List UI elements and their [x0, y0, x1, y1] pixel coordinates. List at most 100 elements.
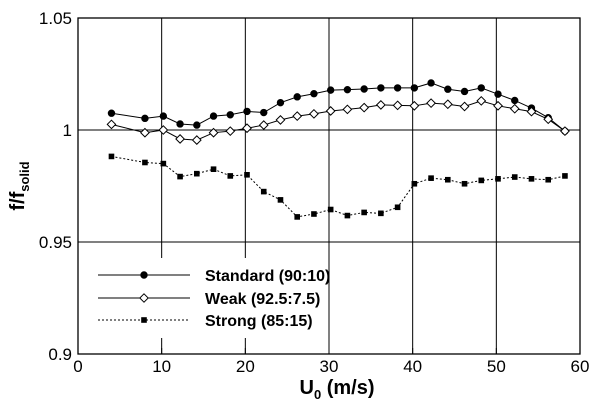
- data-point: [442, 99, 453, 110]
- data-series: [106, 79, 570, 220]
- data-point: [325, 106, 336, 116]
- data-point: [444, 85, 452, 93]
- data-point: [428, 175, 434, 181]
- data-point: [377, 84, 385, 92]
- data-point: [159, 112, 168, 120]
- data-point: [258, 120, 269, 130]
- data-point: [277, 197, 284, 203]
- data-point: [140, 127, 150, 138]
- legend: Standard (90:10) Weak (92.5:7.5) Strong (8…: [88, 258, 330, 338]
- y-axis-label-main: f/f: [7, 191, 29, 210]
- data-point: [106, 119, 117, 130]
- data-point: [411, 180, 418, 187]
- y-tick-label: 1.05: [39, 9, 72, 28]
- data-point: [560, 126, 570, 137]
- legend-item-2: Weak (92.5:7.5): [98, 291, 320, 308]
- y-axis-label-sub: solid: [17, 161, 32, 191]
- data-point: [393, 84, 402, 92]
- legend-item-3: Strong (85:15): [98, 313, 313, 330]
- data-point: [493, 100, 503, 111]
- data-point: [476, 95, 487, 106]
- data-point: [509, 103, 520, 114]
- data-point: [293, 93, 301, 101]
- data-point: [210, 166, 217, 172]
- x-axis-label: U0 (m/s): [299, 377, 374, 402]
- data-point: [343, 85, 352, 94]
- data-point: [409, 100, 420, 111]
- data-point: [461, 180, 468, 187]
- y-tick-label: 0.95: [39, 233, 72, 252]
- data-point: [342, 104, 353, 115]
- x-axis-label-main: U: [299, 377, 313, 399]
- data-point: [225, 126, 236, 137]
- data-point: [175, 134, 185, 144]
- data-point: [375, 100, 386, 110]
- data-point: [242, 123, 252, 134]
- data-point: [460, 87, 469, 96]
- data-point: [410, 84, 419, 92]
- y-tick-label: 1: [63, 121, 72, 140]
- data-point: [359, 102, 370, 113]
- legend-label: Standard (90:10): [205, 268, 330, 285]
- data-point: [209, 112, 218, 120]
- legend-item-1: Standard (90:10): [98, 268, 330, 285]
- data-point: [158, 125, 169, 135]
- data-point: [344, 212, 351, 219]
- data-point: [478, 177, 485, 184]
- data-point: [294, 214, 301, 220]
- data-point: [194, 170, 200, 177]
- data-point: [511, 174, 518, 180]
- data-point: [378, 210, 384, 217]
- x-axis-label-unit: (m/s): [321, 377, 374, 399]
- data-point: [276, 98, 285, 107]
- data-point: [141, 114, 149, 123]
- legend-label: Weak (92.5:7.5): [205, 291, 320, 308]
- data-point: [227, 173, 234, 179]
- data-point: [142, 159, 148, 166]
- data-point: [177, 173, 183, 180]
- data-point: [139, 293, 149, 303]
- data-point: [426, 98, 436, 109]
- data-point: [260, 188, 267, 195]
- x-tick-label: 10: [152, 357, 171, 376]
- x-tick-label: 20: [236, 357, 255, 376]
- legend-label: Strong (85:15): [205, 313, 313, 330]
- data-point: [459, 101, 470, 112]
- data-point: [141, 317, 147, 323]
- x-tick-label: 50: [487, 357, 506, 376]
- x-tick-label: 30: [320, 357, 339, 376]
- data-point: [309, 108, 319, 119]
- data-point: [495, 176, 501, 182]
- data-point: [392, 100, 403, 111]
- data-point: [311, 211, 317, 217]
- data-point: [107, 109, 116, 117]
- series-3: [108, 153, 568, 220]
- x-tick-label: 60: [571, 357, 590, 376]
- data-point: [477, 84, 485, 92]
- data-point: [445, 176, 451, 183]
- data-point: [244, 172, 250, 178]
- x-tick-label: 40: [403, 357, 422, 376]
- data-point: [160, 160, 167, 167]
- data-point: [494, 90, 502, 98]
- x-tick-label: 0: [73, 357, 82, 376]
- data-point: [310, 90, 318, 98]
- data-point: [176, 120, 184, 128]
- y-axis-label: f/fsolid: [7, 161, 32, 210]
- data-point: [108, 153, 115, 160]
- data-point: [292, 111, 303, 122]
- data-point: [326, 86, 335, 94]
- data-point: [260, 108, 268, 117]
- data-point: [191, 135, 202, 145]
- y-tick-label: 0.9: [48, 345, 72, 364]
- data-point: [562, 173, 568, 179]
- data-point: [243, 107, 251, 116]
- data-point: [394, 204, 401, 211]
- data-point: [275, 115, 286, 125]
- x-axis-label-sub: 0: [314, 387, 321, 402]
- data-point: [327, 206, 334, 213]
- data-point: [528, 176, 535, 182]
